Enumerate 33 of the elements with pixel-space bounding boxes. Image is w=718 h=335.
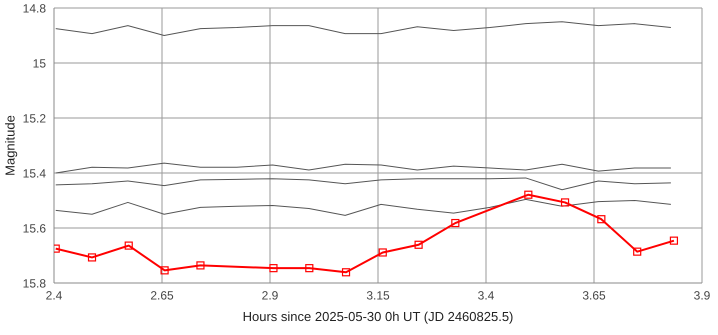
- x-tick-label: 2.9: [262, 288, 279, 303]
- point: [305, 264, 314, 272]
- point: [451, 218, 460, 228]
- x-tick-label: 3.4: [478, 288, 495, 303]
- point: [560, 198, 570, 207]
- point: [269, 264, 278, 272]
- point: [524, 190, 532, 199]
- point: [342, 268, 350, 276]
- point: [160, 266, 169, 274]
- y-tick-label: 15.8: [22, 276, 46, 290]
- x-tick-label: 2.4: [46, 288, 63, 303]
- line-series: [55, 177, 672, 190]
- point: [670, 236, 678, 245]
- point: [633, 248, 642, 256]
- y-tick-label: 15.6: [22, 221, 46, 236]
- x-tick-label: 3.65: [582, 288, 606, 303]
- y-tick-label: 15.2: [22, 111, 46, 126]
- y-tick-label: 15.4: [22, 166, 46, 180]
- line-series: [55, 162, 672, 174]
- point: [88, 253, 96, 262]
- x-axis-title: Hours since 2025-05-30 0h UT (JD 2460825.5): [242, 309, 514, 324]
- line-series: [55, 21, 672, 36]
- y-axis-title: Magnitude: [2, 115, 18, 176]
- x-tick-label: 2.65: [150, 288, 174, 303]
- point: [597, 215, 606, 224]
- point: [414, 240, 423, 249]
- point: [378, 248, 387, 257]
- x-tick-label: 3.9: [694, 288, 711, 303]
- point: [196, 261, 205, 270]
- y-tick-label: 15: [32, 56, 46, 70]
- y-tick-label: 14.8: [22, 1, 46, 16]
- x-tick-label: 3.15: [366, 288, 390, 303]
- point: [124, 242, 133, 250]
